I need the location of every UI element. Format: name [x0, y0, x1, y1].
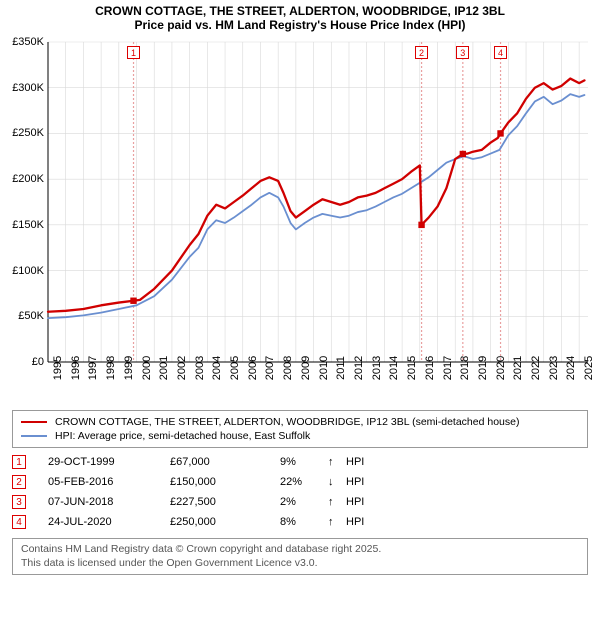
y-axis-label: £100K [12, 265, 44, 277]
chart-title-block: CROWN COTTAGE, THE STREET, ALDERTON, WOO… [0, 0, 600, 34]
event-marker-3: 3 [12, 495, 26, 509]
line-chart-svg [0, 34, 600, 404]
event-row: 3 07-JUN-2018 £227,500 2% ↑ HPI [12, 492, 588, 512]
x-axis-label: 1997 [87, 356, 99, 380]
y-axis-label: £350K [12, 36, 44, 48]
event-price: £150,000 [170, 476, 280, 488]
event-price: £227,500 [170, 496, 280, 508]
x-axis-label: 2019 [477, 356, 489, 380]
arrow-down-icon: ↓ [328, 476, 346, 488]
event-price: £67,000 [170, 456, 280, 468]
x-axis-label: 2013 [371, 356, 383, 380]
x-axis-label: 2023 [548, 356, 560, 380]
event-date: 07-JUN-2018 [48, 496, 170, 508]
x-axis-label: 2003 [194, 356, 206, 380]
x-axis-label: 2022 [530, 356, 542, 380]
title-line-2: Price paid vs. HM Land Registry's House … [0, 18, 600, 32]
event-ref: HPI [346, 496, 364, 508]
y-axis-label: £200K [12, 173, 44, 185]
y-axis-label: £0 [32, 356, 44, 368]
x-axis-label: 2006 [247, 356, 259, 380]
event-price: £250,000 [170, 516, 280, 528]
x-axis-label: 1999 [123, 356, 135, 380]
event-pct: 22% [280, 476, 328, 488]
event-ref: HPI [346, 516, 364, 528]
x-axis-label: 2012 [353, 356, 365, 380]
x-axis-label: 2016 [424, 356, 436, 380]
event-marker-4: 4 [12, 515, 26, 529]
legend-label-property: CROWN COTTAGE, THE STREET, ALDERTON, WOO… [55, 416, 519, 428]
attribution-footer: Contains HM Land Registry data © Crown c… [12, 538, 588, 575]
sale-marker-box: 1 [127, 46, 140, 59]
event-ref: HPI [346, 456, 364, 468]
arrow-up-icon: ↑ [328, 456, 346, 468]
x-axis-label: 2017 [442, 356, 454, 380]
x-axis-label: 2011 [335, 356, 347, 380]
sale-marker-box: 4 [494, 46, 507, 59]
event-row: 1 29-OCT-1999 £67,000 9% ↑ HPI [12, 452, 588, 472]
footer-line-1: Contains HM Land Registry data © Crown c… [21, 543, 579, 557]
x-axis-label: 2001 [158, 356, 170, 380]
event-pct: 8% [280, 516, 328, 528]
sale-marker-box: 3 [456, 46, 469, 59]
sale-marker-box: 2 [415, 46, 428, 59]
x-axis-label: 2014 [388, 356, 400, 380]
x-axis-label: 1996 [70, 356, 82, 380]
y-axis-label: £250K [12, 127, 44, 139]
y-axis-label: £50K [18, 310, 44, 322]
event-row: 4 24-JUL-2020 £250,000 8% ↑ HPI [12, 512, 588, 532]
x-axis-label: 2024 [565, 356, 577, 380]
legend: CROWN COTTAGE, THE STREET, ALDERTON, WOO… [12, 410, 588, 448]
x-axis-label: 1995 [52, 356, 64, 380]
legend-label-hpi: HPI: Average price, semi-detached house,… [55, 430, 310, 442]
event-pct: 2% [280, 496, 328, 508]
event-date: 29-OCT-1999 [48, 456, 170, 468]
x-axis-label: 2025 [583, 356, 595, 380]
y-axis-label: £300K [12, 82, 44, 94]
arrow-up-icon: ↑ [328, 516, 346, 528]
x-axis-label: 2000 [141, 356, 153, 380]
x-axis-label: 2005 [229, 356, 241, 380]
x-axis-label: 2004 [211, 356, 223, 380]
event-pct: 9% [280, 456, 328, 468]
event-ref: HPI [346, 476, 364, 488]
event-row: 2 05-FEB-2016 £150,000 22% ↓ HPI [12, 472, 588, 492]
legend-item-property: CROWN COTTAGE, THE STREET, ALDERTON, WOO… [21, 415, 579, 429]
x-axis-label: 2021 [512, 356, 524, 380]
x-axis-label: 2015 [406, 356, 418, 380]
event-marker-2: 2 [12, 475, 26, 489]
x-axis-label: 2002 [176, 356, 188, 380]
x-axis-label: 2009 [300, 356, 312, 380]
arrow-up-icon: ↑ [328, 496, 346, 508]
event-date: 05-FEB-2016 [48, 476, 170, 488]
x-axis-label: 2007 [264, 356, 276, 380]
sales-events-table: 1 29-OCT-1999 £67,000 9% ↑ HPI 2 05-FEB-… [12, 452, 588, 532]
event-date: 24-JUL-2020 [48, 516, 170, 528]
y-axis-label: £150K [12, 219, 44, 231]
title-line-1: CROWN COTTAGE, THE STREET, ALDERTON, WOO… [0, 4, 600, 18]
x-axis-label: 1998 [105, 356, 117, 380]
legend-swatch-hpi [21, 435, 47, 437]
x-axis-label: 2010 [318, 356, 330, 380]
legend-swatch-property [21, 421, 47, 423]
footer-line-2: This data is licensed under the Open Gov… [21, 557, 579, 571]
x-axis-label: 2020 [495, 356, 507, 380]
event-marker-1: 1 [12, 455, 26, 469]
x-axis-label: 2008 [282, 356, 294, 380]
legend-item-hpi: HPI: Average price, semi-detached house,… [21, 429, 579, 443]
chart-area: £0 £50K £100K £150K £200K £250K £300K £350K 199… [0, 34, 600, 404]
x-axis-label: 2018 [459, 356, 471, 380]
